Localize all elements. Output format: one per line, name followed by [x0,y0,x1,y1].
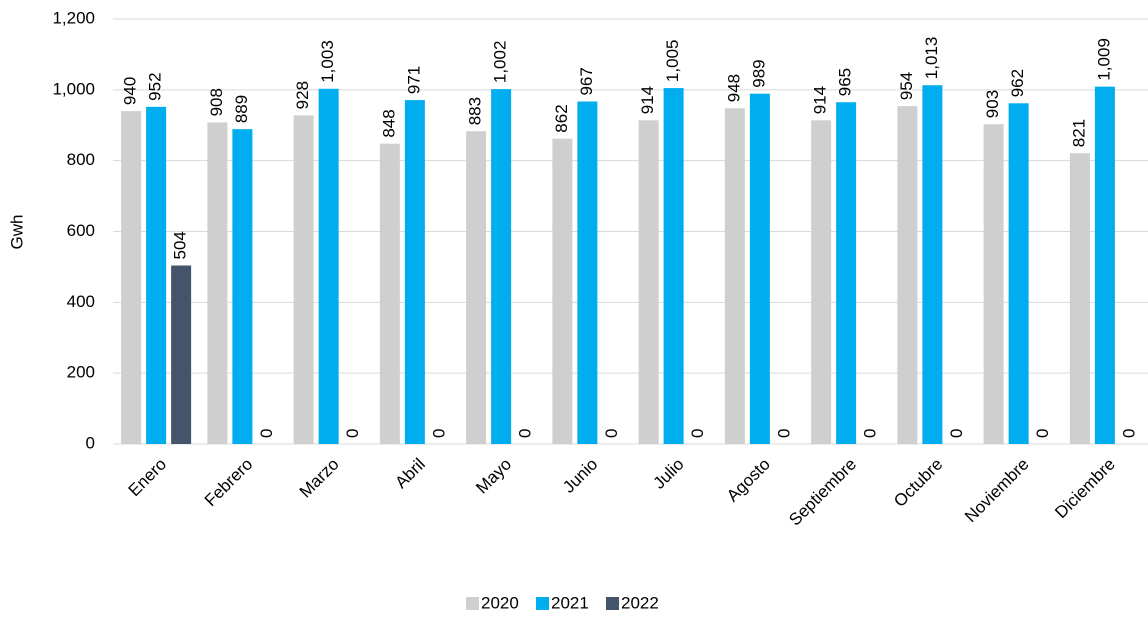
bar [379,143,400,444]
data-label: 862 [552,104,571,132]
bar [318,88,339,444]
bar [663,88,684,444]
legend-swatch [606,597,619,610]
y-tick-label: 0 [86,433,95,452]
y-tick-label: 1,200 [52,8,95,27]
data-label: 940 [121,77,140,105]
x-tick-label: Noviembre [961,455,1033,527]
bar [552,138,573,445]
bar [749,93,770,445]
y-tick-label: 800 [67,150,95,169]
data-label: 0 [1033,429,1052,438]
data-label: 848 [379,109,398,137]
data-label: 0 [516,429,535,438]
bar [922,85,943,445]
data-label: 989 [749,59,768,87]
legend-label: 2021 [551,593,589,612]
data-label: 0 [774,429,793,438]
bar [491,89,512,444]
bar [171,265,192,444]
bar [897,106,918,444]
data-label: 504 [171,231,190,259]
data-label: 952 [146,72,165,100]
data-label: 889 [232,95,251,123]
y-tick-label: 600 [67,221,95,240]
data-label: 883 [466,97,485,125]
data-label: 928 [293,81,312,109]
data-label: 962 [1008,69,1027,97]
data-label: 0 [1119,429,1138,438]
x-tick-label: Mayo [472,455,515,498]
data-label: 954 [897,72,916,100]
x-tick-label: Septiembre [785,455,860,530]
data-label: 1,003 [318,40,337,83]
data-label: 0 [257,429,276,438]
bar [232,129,253,445]
bar [983,124,1004,444]
bar [724,108,745,444]
data-label: 908 [207,88,226,116]
bar [293,115,314,444]
data-label: 0 [688,429,707,438]
data-label: 914 [811,86,830,114]
legend-swatch [536,597,549,610]
bar [638,120,659,445]
x-tick-label: Enero [125,455,171,501]
data-label: 0 [343,429,362,438]
bar [1008,103,1029,445]
y-tick-label: 400 [67,292,95,311]
x-tick-label: Abril [391,455,428,492]
x-tick-label: Agosto [723,455,774,506]
data-label: 0 [861,429,880,438]
x-tick-label: Febrero [201,455,257,511]
x-tick-label: Marzo [296,455,343,502]
x-tick-label: Julio [649,455,687,493]
data-label: 971 [404,66,423,94]
data-label: 965 [836,68,855,96]
x-tick-label: Octubre [890,455,946,511]
bar [466,131,487,445]
data-label: 1,009 [1094,38,1113,81]
x-tick-label: Junio [559,455,601,497]
bar [207,122,228,445]
bar [577,101,598,444]
data-label: 903 [983,90,1002,118]
data-label: 0 [602,429,621,438]
bar [811,120,832,445]
bar [146,106,167,444]
y-axis-label: Gwh [7,215,26,250]
legend-label: 2022 [621,593,659,612]
data-label: 967 [577,67,596,95]
data-label: 948 [724,74,743,102]
data-label: 1,002 [491,41,510,84]
data-label: 0 [429,429,448,438]
data-label: 821 [1069,119,1088,147]
y-tick-label: 200 [67,363,95,382]
data-label: 1,005 [663,40,682,83]
bar [1094,86,1115,444]
bar [121,111,142,444]
x-tick-label: Diciembre [1051,455,1119,523]
y-tick-label: 1,000 [52,79,95,98]
bar [404,100,425,445]
legend-swatch [466,597,479,610]
bar [1069,153,1090,444]
data-label: 1,013 [922,37,941,80]
bar [836,102,857,445]
data-label: 914 [638,86,657,114]
legend-label: 2020 [481,593,519,612]
data-label: 0 [947,429,966,438]
